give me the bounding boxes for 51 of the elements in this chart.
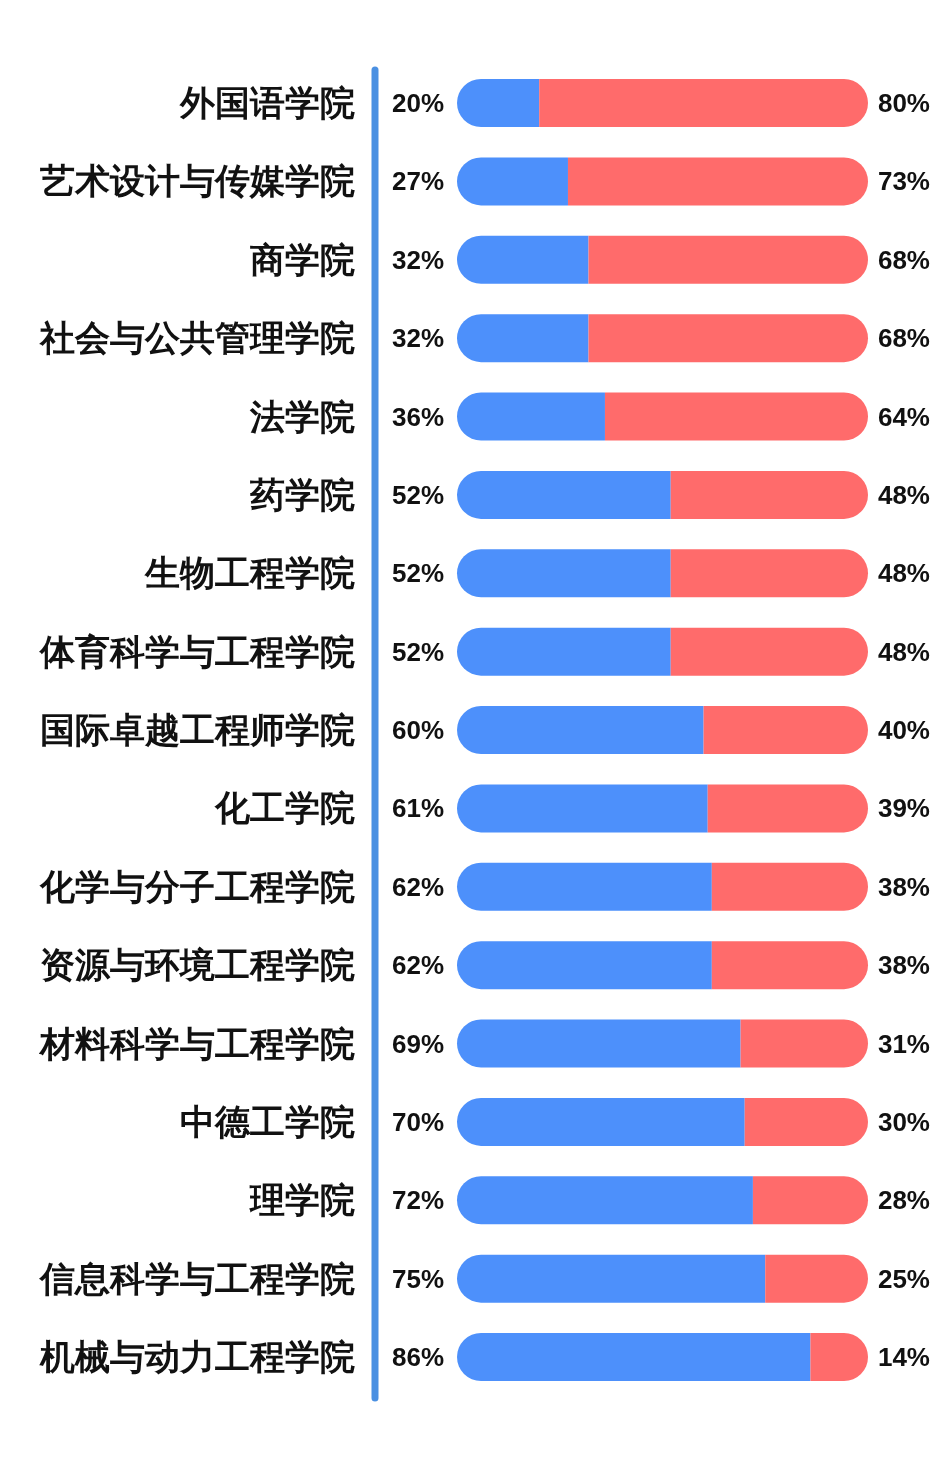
data-label: 68% <box>877 323 930 354</box>
data-label: 73% <box>877 166 930 197</box>
data-label: 62% <box>392 871 445 902</box>
y-tick-label: 材料科学与工程学院 <box>38 1023 355 1064</box>
y-tick-label: 中德工学院 <box>180 1101 355 1142</box>
data-label: 40% <box>877 715 930 745</box>
data-label: 62% <box>392 950 445 981</box>
data-label: 52% <box>392 636 445 667</box>
data-label: 30% <box>877 1106 930 1137</box>
data-label: 68% <box>877 244 930 275</box>
y-tick-label: 理学院 <box>249 1180 355 1221</box>
data-label: 80% <box>877 88 930 118</box>
y-tick-label: 机械与动力工程学院 <box>39 1337 355 1377</box>
data-label: 70% <box>392 1106 445 1137</box>
data-label: 69% <box>392 1028 445 1059</box>
data-label: 38% <box>877 871 930 902</box>
data-label: 14% <box>877 1342 930 1372</box>
data-label: 31% <box>877 1028 930 1059</box>
data-label: 39% <box>877 793 930 824</box>
data-label: 48% <box>877 479 930 510</box>
y-tick-label: 化学与分子工程学院 <box>39 866 355 907</box>
data-label: 32% <box>392 323 445 354</box>
data-label: 36% <box>392 401 445 432</box>
y-tick-label: 生物工程学院 <box>144 553 355 594</box>
data-label: 86% <box>392 1342 445 1372</box>
data-label: 32% <box>392 244 445 275</box>
data-label: 75% <box>392 1263 445 1294</box>
y-tick-label: 化工学院 <box>214 788 355 829</box>
y-tick-label: 外国语学院 <box>179 83 355 123</box>
y-tick-label: 艺术设计与传媒学院 <box>39 161 355 202</box>
y-tick-label: 资源与环境工程学院 <box>40 945 355 986</box>
data-label: 38% <box>877 950 930 981</box>
y-tick-label: 商学院 <box>250 239 355 280</box>
data-label: 48% <box>877 558 930 589</box>
y-tick-label: 体育科学与工程学院 <box>39 631 355 672</box>
data-label: 20% <box>392 88 445 118</box>
data-label: 28% <box>877 1185 930 1216</box>
y-tick-label: 药学院 <box>249 474 355 515</box>
y-tick-label: 社会与公共管理学院 <box>39 318 355 359</box>
data-label: 52% <box>392 479 445 510</box>
y-tick-label: 国际卓越工程师学院 <box>40 710 355 750</box>
data-label: 27% <box>392 166 445 197</box>
y-tick-label: 信息科学与工程学院 <box>38 1258 355 1299</box>
data-label: 64% <box>877 401 930 432</box>
data-label: 72% <box>392 1185 445 1216</box>
data-label: 48% <box>877 636 930 667</box>
y-tick-label: 法学院 <box>249 396 355 437</box>
data-label: 60% <box>392 715 445 745</box>
data-label: 25% <box>877 1263 930 1294</box>
data-label: 52% <box>392 558 445 589</box>
data-label: 61% <box>392 793 445 824</box>
